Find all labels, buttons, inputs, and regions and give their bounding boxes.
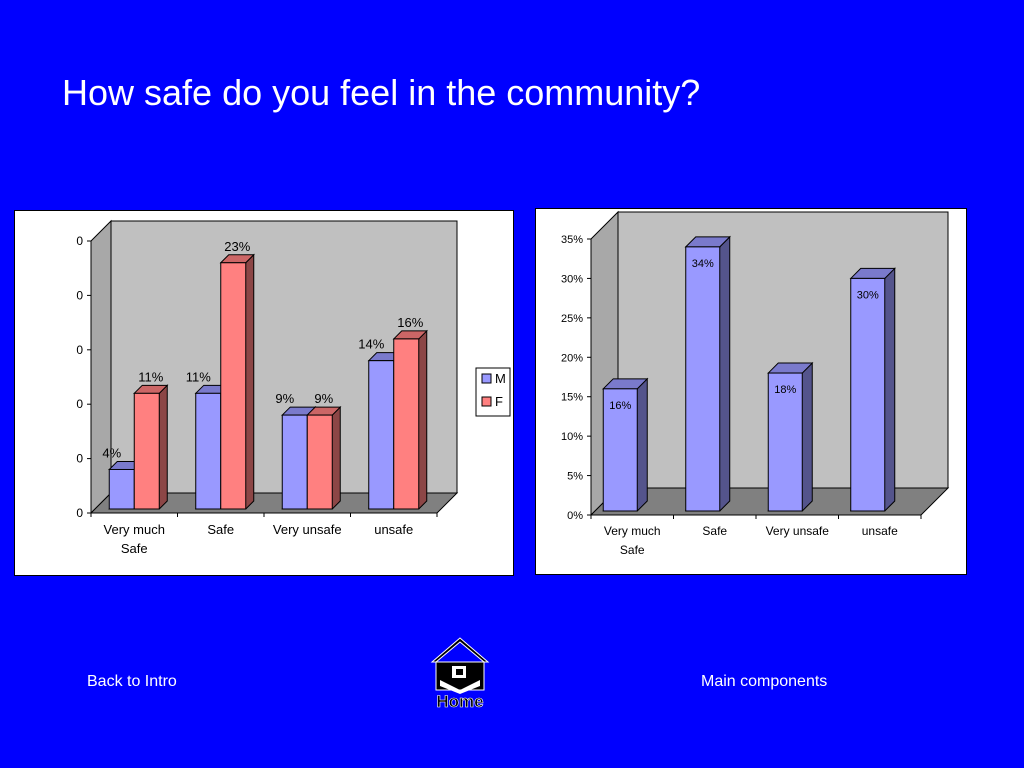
data-label: 14% (358, 337, 384, 352)
y-tick-label: 15% (561, 392, 583, 404)
x-tick-label: Safe (207, 522, 234, 537)
data-label: 9% (275, 391, 294, 406)
plot-side-wall (90, 219, 112, 515)
data-label: 30% (857, 289, 879, 301)
data-label: 16% (609, 400, 631, 412)
data-label: 9% (314, 391, 333, 406)
back-to-intro-link[interactable]: Back to Intro (87, 673, 177, 690)
x-tick-label: Very unsafe (273, 522, 342, 537)
y-tick-label: 35% (561, 234, 583, 246)
legend-label: F (495, 394, 503, 409)
bar (195, 392, 222, 510)
main-components-link[interactable]: Main components (701, 673, 828, 690)
x-tick-label: unsafe (862, 524, 898, 538)
legend-label: M (495, 371, 506, 386)
left-chart: 0 0 0 0 0 0 Very much Safe Safe Very unsafe unsafe… (14, 210, 514, 576)
y-tick-label: 5% (567, 471, 583, 483)
bar (220, 262, 247, 510)
y-tick-label: 0 (76, 288, 83, 302)
slide-title: How safe do you feel in the community? (62, 72, 701, 113)
home-button[interactable]: Home (426, 636, 494, 712)
y-tick-label: 0 (76, 452, 83, 466)
x-tick-label: unsafe (374, 522, 413, 537)
legend-swatch (481, 373, 492, 384)
x-tick-label: Safe (121, 541, 148, 556)
data-label: 11% (186, 369, 211, 384)
bar (685, 246, 721, 512)
bar (602, 388, 638, 512)
y-tick-label: 10% (561, 431, 583, 443)
bar (393, 338, 420, 510)
bar (850, 277, 886, 512)
y-tick-label: 0% (567, 510, 583, 522)
bar (767, 372, 803, 512)
x-tick-label: Very much (104, 522, 165, 537)
bar (306, 414, 333, 510)
bar (368, 360, 395, 510)
legend-swatch (481, 396, 492, 407)
bar (108, 468, 135, 510)
x-tick-label: Safe (702, 524, 727, 538)
left-chart-svg: 0 0 0 0 0 0 Very much Safe Safe Very unsafe unsafe… (76, 219, 511, 556)
y-tick-label: 0 (76, 397, 83, 411)
right-chart-svg: 0% 5% 10% 15% 20% 25% 30% 35% Very much Safe Safe V… (561, 210, 950, 557)
y-tick-label: 0 (76, 234, 83, 248)
data-label: 11% (138, 369, 163, 384)
data-label: 18% (774, 384, 796, 396)
data-label: 23% (224, 239, 250, 254)
y-tick-label: 30% (561, 273, 583, 285)
bar (281, 414, 308, 510)
data-label: 34% (692, 258, 714, 270)
data-label: 4% (102, 445, 121, 460)
home-icon: Home (430, 637, 490, 711)
y-tick-label: 25% (561, 313, 583, 325)
data-label: 16% (397, 315, 423, 330)
right-chart: 0% 5% 10% 15% 20% 25% 30% 35% Very much Safe Safe V… (535, 208, 967, 575)
y-tick-label: 0 (76, 343, 83, 357)
x-tick-label: Very much (604, 524, 661, 538)
x-tick-label: Safe (620, 543, 645, 557)
y-tick-label: 0 (76, 506, 83, 520)
bar (133, 392, 160, 510)
y-tick-label: 20% (561, 352, 583, 364)
home-label: Home (436, 692, 483, 711)
x-tick-label: Very unsafe (766, 524, 830, 538)
